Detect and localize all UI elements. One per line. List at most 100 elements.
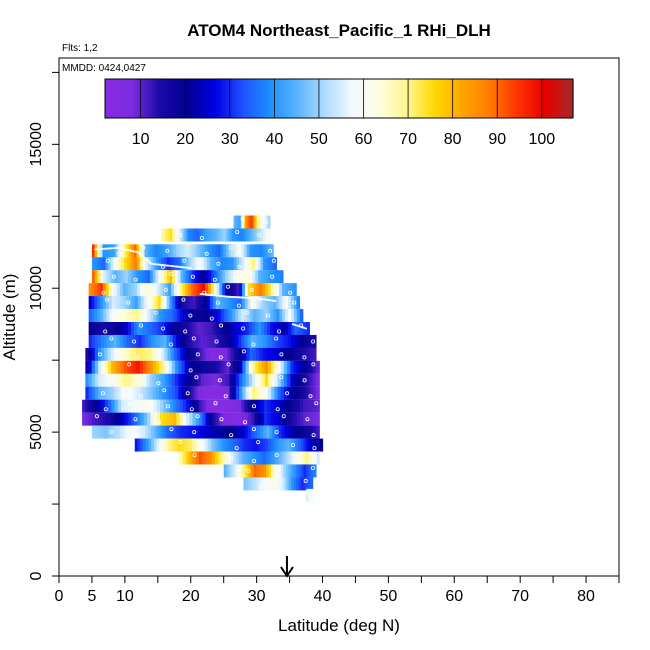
heatmap-cell <box>287 386 291 400</box>
heatmap-cell <box>249 347 254 361</box>
heatmap-cell <box>262 347 266 361</box>
heatmap-cell <box>271 373 275 387</box>
observation-point <box>303 478 308 483</box>
heatmap-cell <box>248 373 253 387</box>
heatmap-cell <box>273 399 278 413</box>
heatmap-cell <box>159 360 163 374</box>
colorbar-swatch <box>201 79 206 118</box>
heatmap-cell <box>190 451 195 465</box>
heatmap-cell <box>107 425 112 439</box>
heatmap-cell <box>293 477 297 491</box>
heatmap-cell <box>152 244 156 258</box>
colorbar-swatch <box>318 79 323 118</box>
heatmap-cell <box>141 309 145 323</box>
heatmap-cell <box>175 360 179 374</box>
observation-point <box>138 394 143 399</box>
heatmap-cell <box>245 228 249 242</box>
heatmap-cell <box>145 283 149 297</box>
observation-point <box>127 362 132 367</box>
heatmap-cell <box>110 425 115 439</box>
heatmap-cell <box>283 464 287 478</box>
heatmap-cell <box>144 334 149 348</box>
heatmap-cell <box>271 451 275 465</box>
heatmap-cell <box>296 464 300 478</box>
heatmap-cell <box>117 399 122 413</box>
heatmap-cell <box>136 373 141 387</box>
heatmap-cell <box>195 399 200 413</box>
heatmap-cell <box>312 373 317 387</box>
heatmap-cell <box>212 451 216 465</box>
heatmap-cell <box>124 399 129 413</box>
observation-point <box>153 310 158 315</box>
colorbar-swatch <box>278 79 283 118</box>
heatmap-cell <box>296 309 301 323</box>
heatmap-cell <box>227 347 232 361</box>
observation-point <box>285 391 290 396</box>
heatmap-cell <box>141 425 146 439</box>
observation-point <box>185 391 190 396</box>
colorbar-swatch <box>245 79 250 118</box>
heatmap-cell <box>166 399 171 413</box>
heatmap-cell <box>276 477 280 491</box>
observation-point <box>192 430 197 435</box>
heatmap-cell <box>260 270 265 284</box>
heatmap-cell <box>142 438 147 452</box>
heatmap-cell <box>308 451 312 465</box>
heatmap-cell <box>112 244 117 258</box>
heatmap-cell <box>253 283 257 297</box>
y-tick-label: 5000 <box>28 414 45 450</box>
heatmap-cell <box>269 477 273 491</box>
heatmap-cell <box>261 373 266 387</box>
heatmap-cell <box>208 347 213 361</box>
observation-point <box>105 297 110 302</box>
heatmap-cell <box>187 386 192 400</box>
heatmap-cell <box>221 399 226 413</box>
heatmap-cell <box>245 283 249 297</box>
heatmap-cell <box>264 283 269 297</box>
observation-point <box>268 248 273 253</box>
heatmap-cell <box>224 270 229 284</box>
y-axis-label: Altitude (m) <box>0 274 19 361</box>
heatmap-cell <box>219 438 223 452</box>
heatmap-cell <box>291 477 295 491</box>
heatmap-cell <box>167 309 172 323</box>
heatmap-cell <box>136 244 140 258</box>
heatmap-cell <box>148 438 152 452</box>
heatmap-cell <box>244 399 249 413</box>
heatmap-cell <box>184 386 189 400</box>
heatmap-cell <box>169 334 174 348</box>
heatmap-cell <box>255 386 259 400</box>
heatmap-cell <box>251 412 255 426</box>
observation-point <box>103 407 108 412</box>
heatmap-cell <box>278 334 283 348</box>
heatmap-cell <box>110 386 115 400</box>
heatmap-cell <box>293 347 298 361</box>
heatmap-cell <box>144 270 148 284</box>
heatmap-cell <box>233 257 237 271</box>
heatmap-cell <box>127 386 131 400</box>
observation-point <box>132 433 137 438</box>
heatmap-cell <box>281 464 285 478</box>
heatmap-cell <box>206 334 211 348</box>
heatmap-cell <box>129 334 133 348</box>
heatmap-cell <box>300 360 304 374</box>
heatmap-cell <box>159 373 163 387</box>
colorbar-swatch <box>445 79 450 118</box>
heatmap-cell <box>143 296 148 310</box>
heatmap-cell <box>173 283 178 297</box>
heatmap-cell <box>221 228 224 242</box>
observation-point <box>287 316 292 321</box>
heatmap-cell <box>101 360 106 374</box>
heatmap-cell <box>300 425 305 439</box>
heatmap-cell <box>199 399 203 413</box>
colorbar-swatch <box>128 79 133 118</box>
heatmap-cell <box>263 270 267 284</box>
heatmap-cell <box>267 412 272 426</box>
heatmap-cell <box>223 360 227 374</box>
heatmap-cell <box>223 373 227 387</box>
heatmap-cell <box>126 309 131 323</box>
heatmap-cell <box>199 412 203 426</box>
heatmap-cell <box>312 347 317 361</box>
heatmap-cell <box>188 425 193 439</box>
